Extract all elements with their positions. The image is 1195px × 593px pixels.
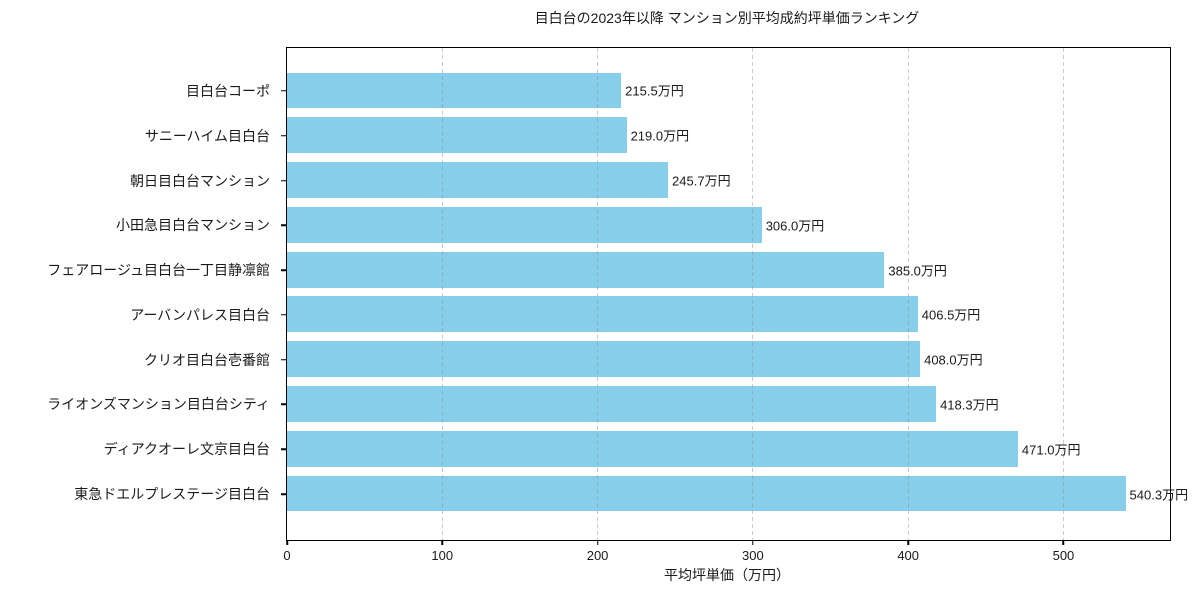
bar <box>286 475 1126 512</box>
bar <box>286 72 622 109</box>
y-axis-label: クリオ目白台壱番館 <box>144 351 270 368</box>
x-axis-label: 平均坪単価（万円） <box>664 567 790 583</box>
gridline <box>752 47 754 540</box>
bar-value-label: 215.5万円 <box>625 83 684 99</box>
bar-value-label: 219.0万円 <box>630 128 690 144</box>
y-tick <box>281 403 286 406</box>
gridline <box>1062 47 1064 540</box>
bar-value-label: 418.3万円 <box>940 397 999 413</box>
y-axis-label: 朝日目白台マンション <box>130 172 270 189</box>
bar-value-label: 471.0万円 <box>1021 442 1081 458</box>
y-tick <box>281 179 286 182</box>
gridline <box>441 47 443 540</box>
x-tick-label: 0 <box>283 548 291 563</box>
bar-value-label: 408.0万円 <box>924 352 983 368</box>
y-axis-label: ライオンズマンション目白台シティ <box>47 396 270 413</box>
y-axis-label: 東急ドエルプレステージ目白台 <box>74 486 270 503</box>
chart-title: 目白台の2023年以降 マンション別平均成約坪単価ランキング <box>534 10 920 26</box>
x-tick-label: 300 <box>742 548 764 563</box>
y-axis-label: サニーハイム目白台 <box>144 127 270 144</box>
y-axis-label: アーバンパレス目白台 <box>130 306 270 323</box>
gridline <box>597 47 599 540</box>
y-tick <box>281 134 286 137</box>
bar <box>286 296 918 333</box>
y-axis-label: フェアロージュ目白台一丁目静凛館 <box>47 262 270 279</box>
y-axis-label: ディアクオーレ文京目白台 <box>103 441 270 458</box>
y-tick <box>281 314 286 316</box>
bar <box>286 162 669 198</box>
bar-value-label: 540.3万円 <box>1129 487 1189 503</box>
bar-value-label: 245.7万円 <box>672 173 731 189</box>
plot-area: 215.5万円 219.0万円 245.7万円 306.0万円 385.0万円 406.5… <box>285 46 1188 541</box>
bar <box>286 206 762 243</box>
x-tick <box>1062 540 1065 545</box>
y-tick <box>281 224 286 227</box>
x-tick <box>907 540 909 545</box>
bar <box>286 251 885 288</box>
y-tick <box>281 493 286 495</box>
x-tick-label: 400 <box>897 548 920 563</box>
x-tick-label: 100 <box>431 548 454 563</box>
bar <box>286 430 1018 467</box>
y-tick <box>281 90 286 92</box>
x-tick-label: 500 <box>1052 548 1075 563</box>
y-axis-label: 目白台コーポ <box>186 82 270 99</box>
bar-value-label: 306.0万円 <box>765 218 825 234</box>
gridline <box>907 47 909 540</box>
y-tick <box>281 448 286 451</box>
y-tick <box>281 358 286 361</box>
x-tick <box>441 540 444 545</box>
bar-value-label: 406.5万円 <box>921 307 981 323</box>
x-tick <box>596 540 599 545</box>
y-axis-label: 小田急目白台マンション <box>116 217 270 234</box>
x-tick <box>286 540 288 545</box>
bar <box>286 386 937 422</box>
x-tick-label: 200 <box>586 548 609 563</box>
bar <box>286 117 627 154</box>
bar-value-label: 385.0万円 <box>888 263 947 279</box>
x-tick <box>752 540 754 545</box>
y-tick <box>281 269 286 271</box>
bar <box>286 341 921 378</box>
